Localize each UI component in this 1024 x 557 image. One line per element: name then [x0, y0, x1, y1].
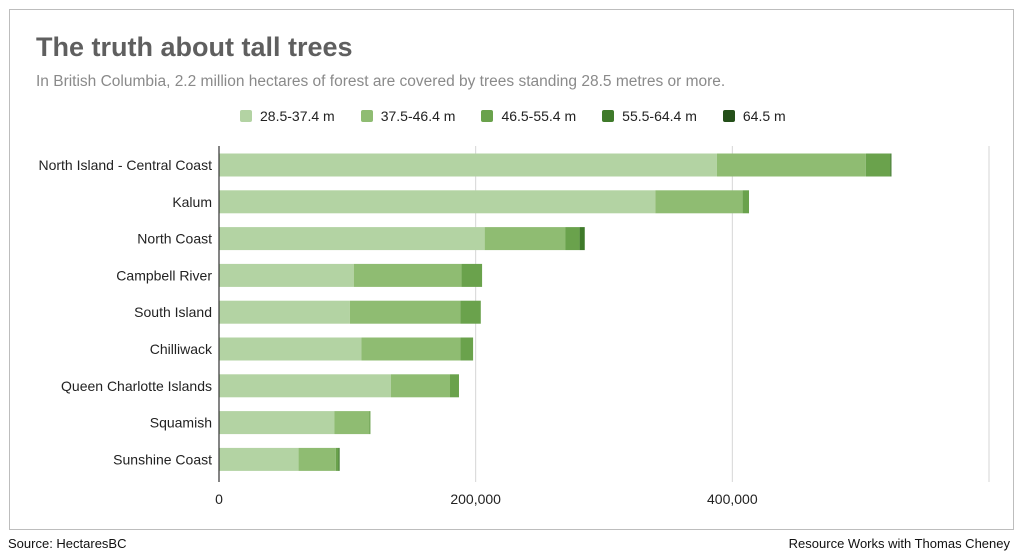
- bar-segment: [461, 263, 483, 287]
- legend-label: 37.5-46.4 m: [380, 108, 456, 124]
- category-label: Campbell River: [116, 267, 212, 283]
- legend-swatch: [240, 110, 252, 122]
- chart-subtitle: In British Columbia, 2.2 million hectare…: [36, 73, 726, 90]
- bar-segment: [219, 263, 354, 287]
- bar-segment: [335, 447, 339, 471]
- legend-item: 55.5-64.4 m: [602, 108, 697, 124]
- bar-segment: [219, 300, 350, 324]
- category-label: Chilliwack: [150, 341, 213, 357]
- bar-segment: [338, 447, 340, 471]
- category-label: North Coast: [137, 231, 212, 247]
- category-label: Queen Charlotte Islands: [61, 378, 212, 394]
- chart-legend: 28.5-37.4 m 37.5-46.4 m 46.5-55.4 m 55.5-64…: [240, 106, 812, 126]
- legend-item: 46.5-55.4 m: [481, 108, 576, 124]
- legend-swatch: [722, 110, 735, 122]
- legend-label: 28.5-37.4 m: [260, 108, 335, 124]
- bar-segment: [460, 337, 474, 361]
- x-tick-label: 400,000: [707, 491, 758, 507]
- bar-segment: [334, 411, 370, 435]
- category-label: South Island: [134, 304, 212, 320]
- category-label: North Island - Central Coast: [38, 157, 212, 173]
- category-label: Kalum: [172, 194, 212, 210]
- legend-label: 55.5-64.4 m: [622, 108, 697, 124]
- legend-swatch: [360, 110, 373, 122]
- bar-segment: [390, 374, 450, 398]
- bar-segment: [219, 447, 299, 471]
- x-tick-label: 0: [215, 491, 223, 507]
- bar-segment: [361, 337, 461, 361]
- bar-segment: [349, 300, 461, 324]
- source-note: Source: HectaresBC: [8, 536, 127, 551]
- credit-note: Resource Works with Thomas Cheney: [788, 536, 1010, 551]
- legend-swatch: [602, 110, 615, 122]
- bar-segment: [450, 374, 459, 398]
- legend-item: 28.5-37.4 m: [240, 108, 335, 124]
- legend-label: 64.5 m: [742, 108, 786, 124]
- bar-segment: [298, 447, 336, 471]
- bar-segment: [565, 227, 580, 251]
- category-label: Sunshine Coast: [113, 451, 212, 467]
- legend-swatch: [481, 110, 494, 122]
- bar-segment: [865, 153, 891, 177]
- x-tick-label: 200,000: [450, 491, 501, 507]
- legend-item: 64.5 m: [722, 108, 786, 124]
- chart-title: The truth about tall trees: [36, 32, 353, 62]
- chart-frame: [9, 9, 1014, 530]
- bar-segment: [484, 227, 566, 251]
- bar-segment: [579, 227, 585, 251]
- legend-label: 46.5-55.4 m: [501, 108, 577, 124]
- bar-segment: [353, 263, 462, 287]
- bar-segment: [655, 190, 743, 214]
- bar-segment: [219, 374, 391, 398]
- bar-segment: [219, 227, 485, 251]
- bar-segment: [219, 190, 656, 214]
- bar-segment: [369, 411, 371, 435]
- legend-item: 37.5-46.4 m: [360, 108, 456, 124]
- bar-segment: [219, 411, 335, 435]
- bar-segment: [219, 337, 362, 361]
- bar-segment: [890, 153, 892, 177]
- category-label: Squamish: [150, 415, 212, 431]
- bar-segment: [716, 153, 866, 177]
- bar-segment: [460, 300, 481, 324]
- bar-segment: [742, 190, 750, 214]
- bar-segment: [219, 153, 717, 177]
